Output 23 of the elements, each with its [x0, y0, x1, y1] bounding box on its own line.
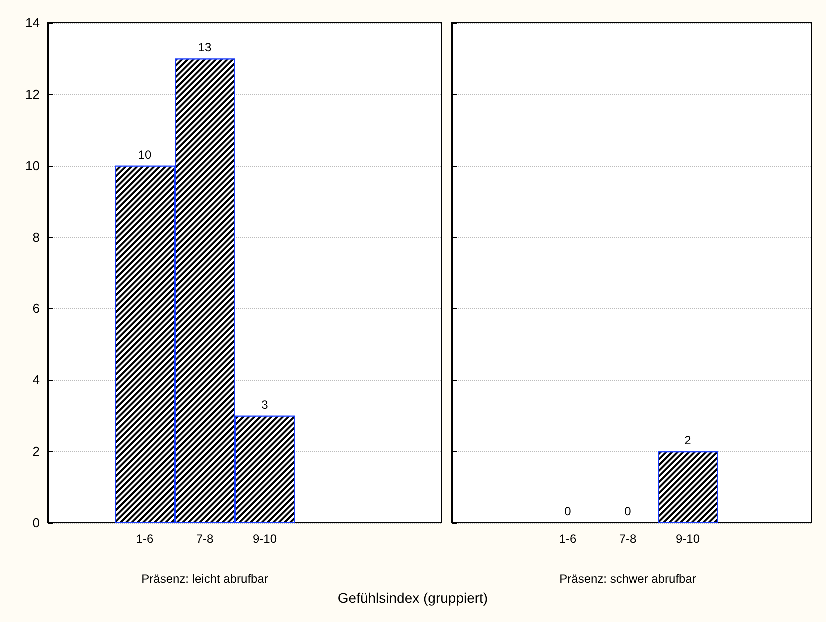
y-tick-label: 8: [32, 230, 40, 245]
data-label: 0: [564, 504, 572, 518]
x-axis-title: Präsenz: leicht abrufbar: [142, 572, 268, 586]
data-label: 2: [684, 434, 692, 448]
y-tick-label: 12: [26, 86, 40, 102]
y-tick-label: 2: [32, 444, 40, 460]
y-tick-label: 6: [32, 301, 40, 316]
y-tick-label: 4: [32, 372, 40, 388]
data-label: 10: [138, 148, 152, 162]
y-tick-label: 14: [26, 16, 40, 30]
text: Gefühlsindex (gruppiert): [336, 590, 490, 606]
x-tick-label: 9-10: [252, 532, 278, 546]
x-tick-label: 7-8: [619, 532, 637, 546]
x-axis-title: Präsenz: schwer abrufbar: [560, 572, 696, 586]
x-tick-label: 7-8: [196, 532, 214, 546]
data-label: 13: [198, 40, 212, 55]
data-label: 3: [262, 398, 269, 412]
y-tick-label: 10: [26, 158, 40, 174]
data-label: 0: [624, 504, 632, 518]
x-tick-label: 1-6: [136, 532, 154, 546]
x-tick-label: 1-6: [559, 532, 577, 546]
x-tick-label: 9-10: [676, 532, 700, 546]
y-tick-label: 0: [32, 516, 40, 530]
